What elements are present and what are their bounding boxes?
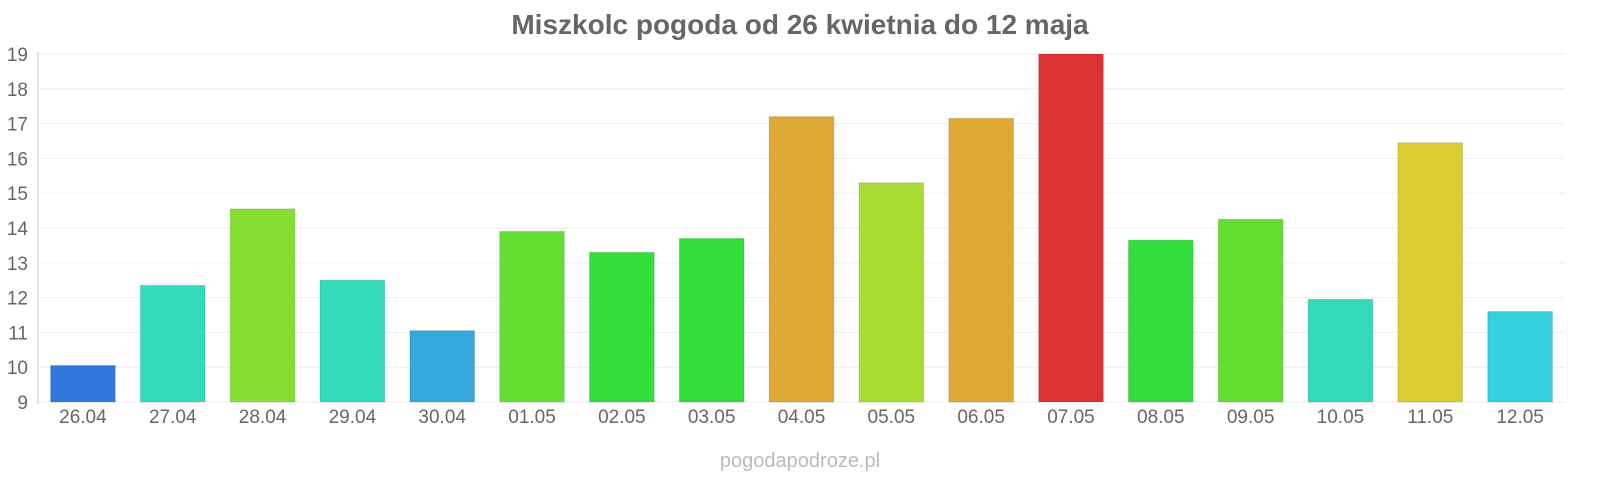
x-tick-label: 10.05 [1317, 407, 1365, 428]
bar-28.04[interactable] [229, 208, 296, 403]
x-tick-label: 26.04 [59, 407, 107, 428]
bar-02.05[interactable] [589, 251, 655, 403]
x-tick-label: 02.05 [598, 407, 646, 428]
y-tick-label: 16 [7, 149, 28, 170]
x-tick-label: 04.05 [778, 407, 826, 428]
bar-29.04[interactable] [319, 279, 386, 403]
y-tick-label: 17 [7, 115, 28, 136]
y-tick-label: 15 [7, 184, 28, 205]
x-axis-tick-labels: 26.04 27.04 28.04 29.04 30.04 01.05 02.05 03.05… [59, 407, 1544, 428]
bar-12.05[interactable] [1487, 311, 1553, 403]
bar-30.04[interactable] [409, 330, 476, 403]
y-tick-label: 11 [8, 323, 28, 344]
x-tick-label: 11.05 [1407, 407, 1453, 428]
y-tick-label: 18 [7, 80, 28, 101]
bar-01.05[interactable] [499, 230, 565, 403]
chart-title: Miszkolc pogoda od 26 kwietnia do 12 maj… [511, 9, 1089, 40]
bar-05.05[interactable] [858, 182, 925, 403]
x-tick-label: 27.04 [149, 407, 197, 428]
bar-11.05[interactable] [1397, 142, 1464, 403]
x-tick-label: 03.05 [688, 407, 736, 428]
x-tick-label: 01.05 [508, 407, 556, 428]
x-tick-label: 30.04 [418, 407, 466, 428]
bar-03.05[interactable] [678, 237, 745, 403]
bar-04.05[interactable] [768, 116, 835, 403]
x-tick-label: 06.05 [957, 407, 1005, 428]
bar-08.05[interactable] [1127, 239, 1194, 403]
y-tick-label: 14 [7, 219, 29, 240]
y-tick-label: 19 [7, 45, 28, 66]
x-tick-label: 07.05 [1047, 407, 1095, 428]
y-tick-label: 9 [17, 393, 28, 414]
x-tick-label: 29.04 [329, 407, 377, 428]
x-tick-label: 12.05 [1496, 407, 1544, 428]
bar-09.05[interactable] [1217, 218, 1284, 403]
bar-06.05[interactable] [948, 117, 1014, 403]
y-tick-label: 12 [7, 289, 28, 310]
x-tick-label: 28.04 [239, 407, 287, 428]
x-tick-label: 09.05 [1227, 407, 1275, 428]
y-axis-tick-labels: 9 10 11 12 13 14 15 16 17 18 19 [7, 45, 29, 414]
bars [50, 53, 1553, 403]
bar-27.04[interactable] [139, 284, 206, 403]
x-tick-label: 08.05 [1137, 407, 1185, 428]
y-tick-label: 10 [7, 358, 28, 379]
bar-07.05[interactable] [1038, 53, 1104, 403]
y-tick-label: 13 [7, 254, 28, 275]
watermark: pogodapodroze.pl [719, 450, 881, 472]
bar-26.04[interactable] [50, 364, 116, 403]
x-tick-label: 05.05 [868, 407, 916, 428]
bar-10.05[interactable] [1307, 298, 1374, 403]
